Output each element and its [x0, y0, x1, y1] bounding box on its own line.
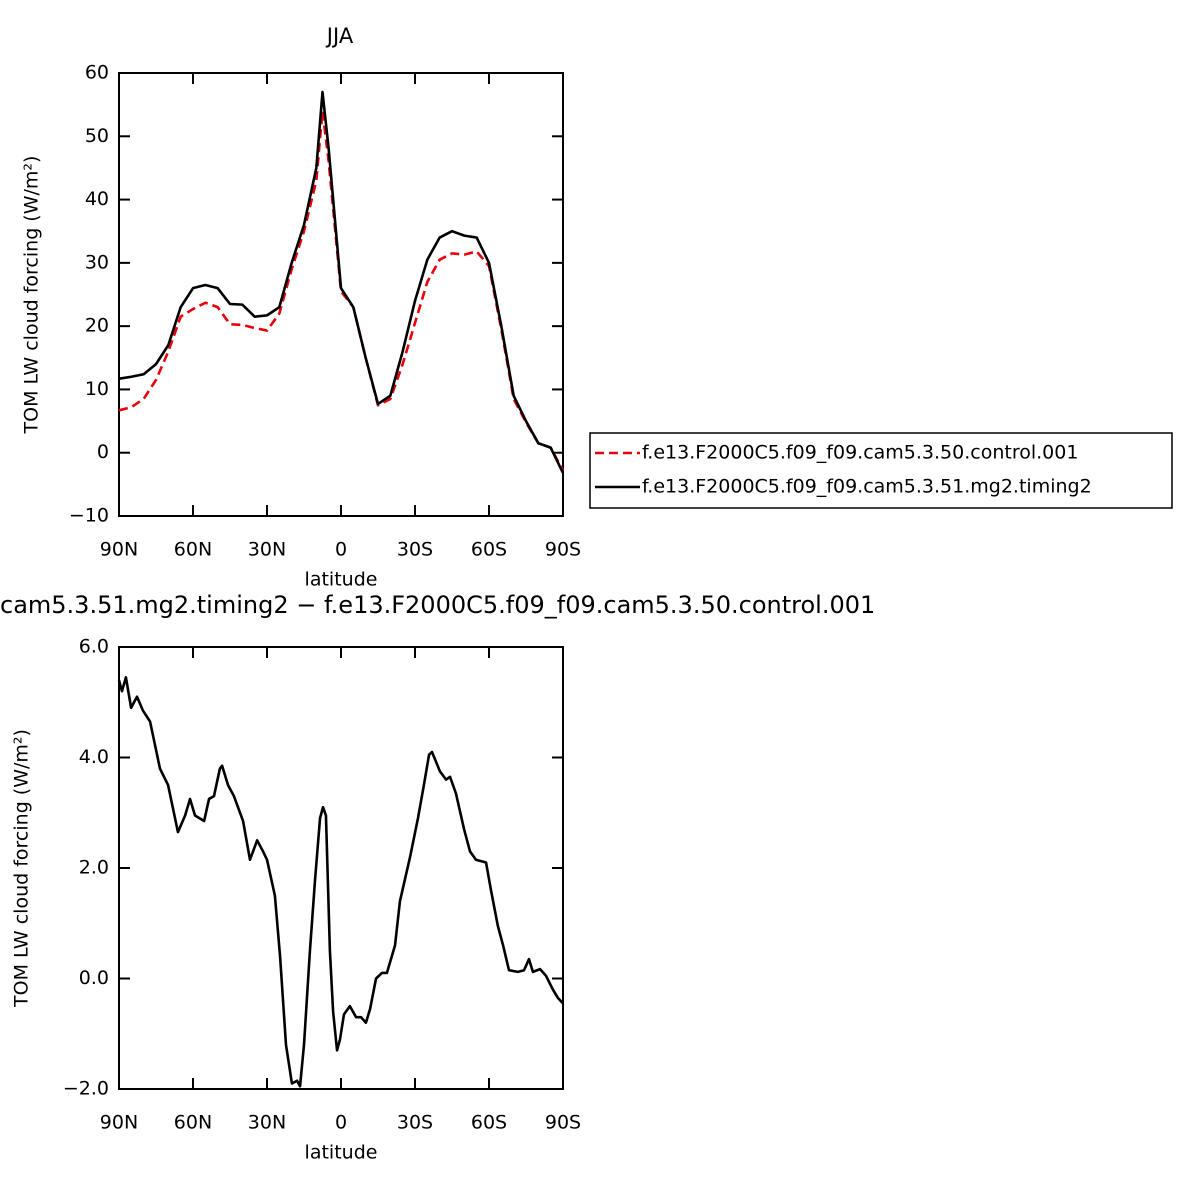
x-tick-label: 60N: [174, 1112, 212, 1134]
chart-title: cam5.3.51.mg2.timing2 − f.e13.F2000C5.f0…: [0, 591, 875, 619]
chart-title: JJA: [325, 24, 354, 48]
x-tick-label: 0: [335, 1112, 347, 1134]
x-tick-label: 60S: [471, 539, 507, 561]
y-tick-label: 4.0: [79, 746, 109, 768]
y-tick-label: −2.0: [63, 1078, 109, 1100]
plot-frame: [118, 646, 564, 1090]
data-line: [118, 109, 565, 472]
y-axis-label: TOM LW cloud forcing (W/m²): [21, 156, 43, 435]
y-tick-label: 0.0: [79, 967, 109, 989]
legend-label: f.e13.F2000C5.f09_f09.cam5.3.50.control.…: [642, 442, 1078, 464]
legend-label: f.e13.F2000C5.f09_f09.cam5.3.51.mg2.timi…: [642, 476, 1092, 498]
x-tick-label: 60S: [471, 1112, 507, 1134]
y-tick-label: −10: [69, 505, 109, 527]
y-tick-label: 30: [85, 251, 109, 273]
y-tick-label: 50: [85, 125, 109, 147]
y-tick-label: 0: [97, 441, 109, 463]
legend-box: [589, 432, 1173, 509]
y-tick-label: 40: [85, 188, 109, 210]
x-tick-label: 30N: [248, 1112, 286, 1134]
x-tick-label: 0: [335, 539, 347, 561]
x-tick-label: 60N: [174, 539, 212, 561]
y-tick-label: 2.0: [79, 857, 109, 879]
x-tick-label: 90S: [545, 539, 581, 561]
x-axis-label: latitude: [305, 569, 378, 591]
x-tick-label: 90N: [100, 539, 138, 561]
y-tick-label: 20: [85, 315, 109, 337]
x-tick-label: 30S: [397, 539, 433, 561]
data-line: [117, 676, 564, 1088]
x-tick-label: 30N: [248, 539, 286, 561]
data-line: [118, 90, 565, 474]
y-axis-label: TOM LW cloud forcing (W/m²): [11, 729, 33, 1008]
x-tick-label: 90N: [100, 1112, 138, 1134]
y-tick-label: 6.0: [79, 636, 109, 658]
y-tick-label: 10: [85, 378, 109, 400]
y-tick-label: 60: [85, 62, 109, 84]
x-axis-label: latitude: [305, 1142, 378, 1164]
x-tick-label: 90S: [545, 1112, 581, 1134]
x-tick-label: 30S: [397, 1112, 433, 1134]
